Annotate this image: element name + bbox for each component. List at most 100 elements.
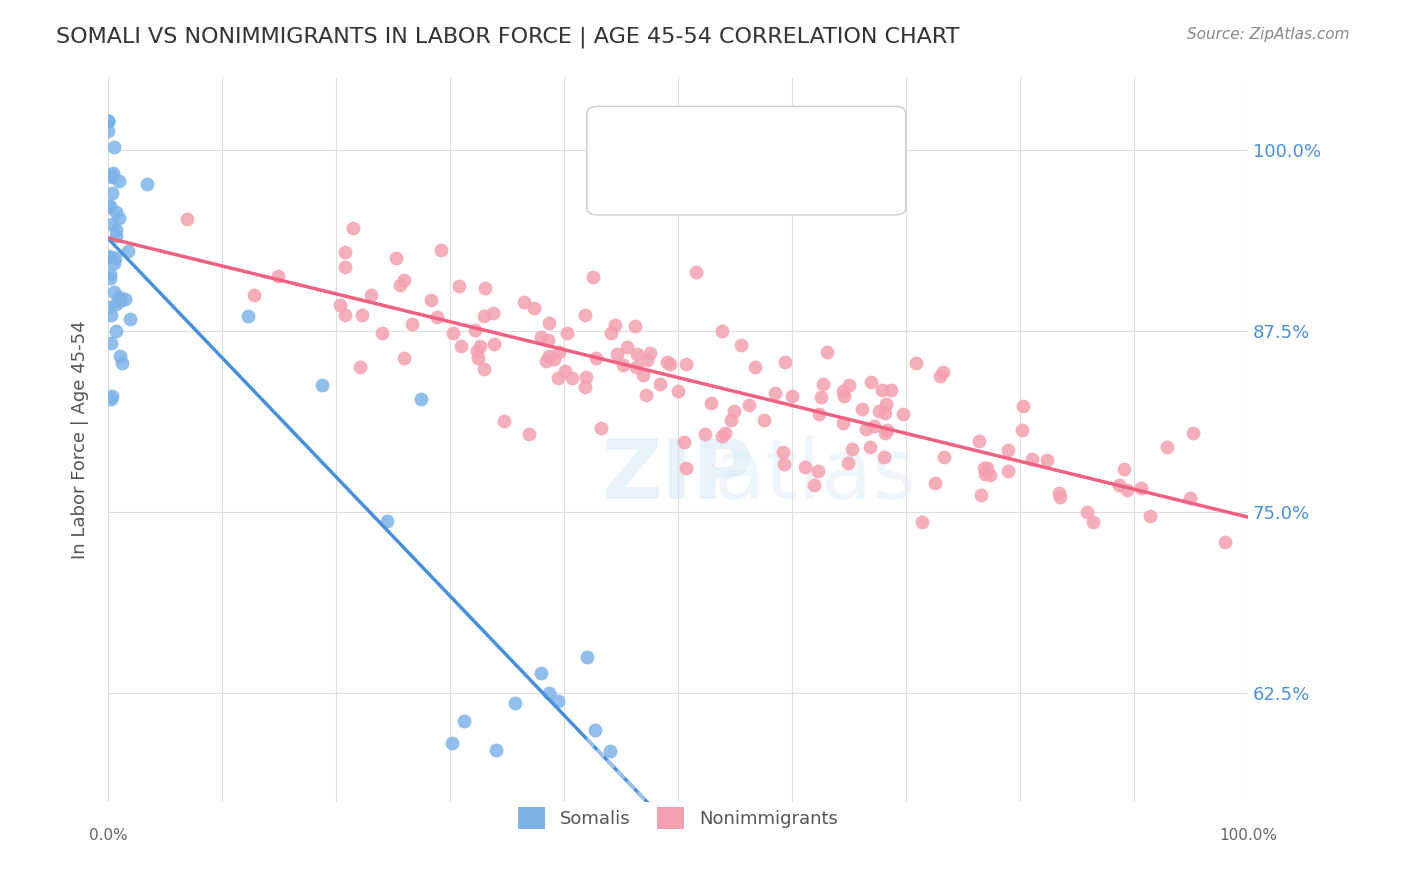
Point — [103, 256, 125, 270]
Point — [780, 389, 803, 403]
Point — [104, 297, 127, 311]
Text: atlas: atlas — [714, 435, 915, 516]
Point — [648, 377, 671, 392]
Point — [737, 398, 759, 412]
Point — [101, 186, 124, 200]
Point — [100, 250, 122, 264]
Point — [815, 344, 838, 359]
Point — [1011, 399, 1033, 413]
Point — [530, 666, 553, 681]
Point — [104, 205, 127, 219]
Point — [837, 456, 859, 470]
Point — [352, 308, 374, 322]
Point — [472, 309, 495, 323]
Point — [97, 114, 120, 128]
Point — [100, 217, 122, 231]
Point — [1108, 478, 1130, 492]
Point — [976, 461, 998, 475]
Point — [342, 220, 364, 235]
Point — [672, 434, 695, 449]
Point — [772, 445, 794, 459]
Point — [426, 310, 449, 324]
Point — [555, 326, 578, 341]
Point — [626, 347, 648, 361]
Point — [624, 318, 647, 333]
Point — [107, 290, 129, 304]
Point — [626, 360, 648, 375]
Point — [543, 351, 565, 366]
Point — [772, 457, 794, 471]
Point — [997, 464, 1019, 478]
Point — [693, 426, 716, 441]
Point — [447, 278, 470, 293]
Point — [675, 461, 697, 475]
Point — [851, 401, 873, 416]
Point — [329, 298, 352, 312]
Point — [860, 375, 883, 389]
Point — [1213, 534, 1236, 549]
Point — [534, 353, 557, 368]
Point — [108, 211, 131, 225]
Point — [870, 384, 893, 398]
Point — [360, 288, 382, 302]
Point — [924, 475, 946, 490]
Point — [605, 318, 627, 333]
Point — [600, 326, 623, 341]
Point — [1049, 491, 1071, 505]
Point — [117, 244, 139, 259]
Point — [105, 223, 128, 237]
Point — [773, 355, 796, 369]
Point — [752, 413, 775, 427]
Point — [997, 442, 1019, 457]
Point — [554, 364, 576, 378]
Point — [103, 285, 125, 300]
Point — [108, 349, 131, 363]
Point — [574, 380, 596, 394]
Point — [710, 429, 733, 443]
Point — [470, 339, 492, 353]
Point — [333, 308, 356, 322]
Point — [730, 338, 752, 352]
Point — [311, 378, 333, 392]
Point — [832, 389, 855, 403]
Point — [1047, 486, 1070, 500]
Point — [675, 357, 697, 371]
Point — [636, 352, 658, 367]
Point — [868, 404, 890, 418]
Point — [537, 316, 560, 330]
Point — [420, 293, 443, 307]
Point — [855, 422, 877, 436]
Point — [605, 347, 627, 361]
Point — [97, 124, 120, 138]
Point — [904, 356, 927, 370]
Point — [655, 354, 678, 368]
Point — [1011, 424, 1033, 438]
FancyBboxPatch shape — [586, 106, 905, 215]
Point — [744, 359, 766, 374]
Point — [101, 389, 124, 403]
Point — [928, 368, 950, 383]
Point — [811, 376, 834, 391]
Point — [1021, 451, 1043, 466]
Point — [1181, 425, 1204, 440]
Point — [236, 309, 259, 323]
Point — [98, 200, 121, 214]
Point — [101, 166, 124, 180]
Point — [832, 384, 855, 398]
Point — [464, 323, 486, 337]
Point — [100, 168, 122, 182]
Point — [513, 295, 536, 310]
Point — [838, 377, 860, 392]
Point — [104, 324, 127, 338]
Point — [616, 341, 638, 355]
Point — [385, 252, 408, 266]
Point — [100, 336, 122, 351]
Point — [409, 392, 432, 406]
Point — [810, 390, 832, 404]
Point — [335, 245, 357, 260]
Point — [430, 244, 453, 258]
Point — [538, 349, 561, 363]
Point — [638, 345, 661, 359]
Point — [1156, 441, 1178, 455]
Point — [97, 114, 120, 128]
